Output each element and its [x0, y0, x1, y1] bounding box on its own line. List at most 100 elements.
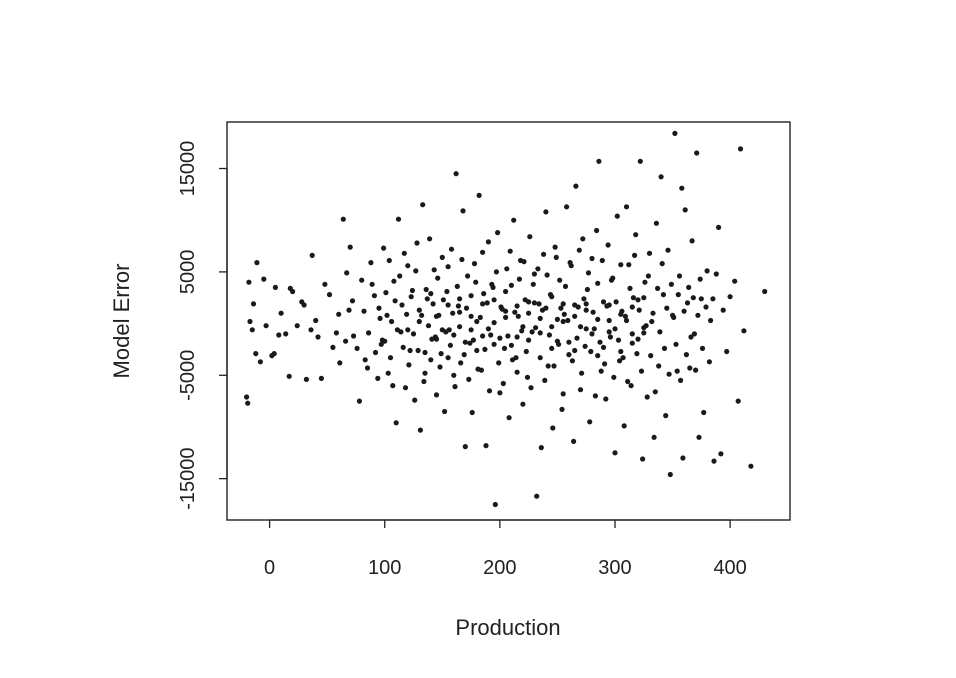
data-point-66	[439, 254, 445, 260]
data-point-342	[451, 332, 457, 338]
data-point-406	[354, 345, 360, 351]
data-point-162	[660, 292, 667, 298]
data-point-339	[433, 336, 440, 342]
data-point-34	[351, 333, 357, 339]
data-point-319	[668, 281, 675, 287]
data-point-16	[283, 331, 289, 337]
data-point-24	[313, 317, 319, 324]
data-point-410	[346, 307, 352, 313]
data-point-53	[412, 397, 418, 403]
data-point-312	[652, 389, 658, 395]
data-point-89	[492, 501, 498, 508]
data-point-104	[527, 234, 533, 240]
data-point-299	[622, 313, 629, 319]
data-point-385	[526, 310, 532, 316]
data-point-373	[629, 340, 635, 346]
data-point-371	[618, 311, 624, 317]
plot-frame	[226, 121, 791, 521]
data-point-25	[315, 334, 321, 340]
data-point-87	[488, 332, 494, 338]
data-point-337	[416, 307, 422, 313]
data-point-179	[698, 296, 704, 302]
data-point-355	[526, 337, 532, 343]
data-point-17	[286, 373, 292, 379]
data-point-81	[474, 318, 480, 325]
data-point-8	[257, 359, 263, 365]
data-point-46	[393, 420, 399, 426]
data-point-322	[675, 292, 681, 298]
data-point-320	[671, 314, 677, 320]
data-point-213	[423, 286, 429, 293]
data-point-180	[701, 409, 707, 416]
data-point-372	[623, 317, 630, 324]
data-point-156	[646, 250, 653, 256]
data-point-115	[552, 244, 558, 250]
data-point-56	[417, 427, 423, 433]
data-point-401	[386, 257, 392, 264]
data-point-241	[489, 281, 495, 287]
data-point-293	[608, 277, 615, 283]
x-tick-label-0: 0	[264, 557, 275, 579]
data-point-91	[497, 390, 503, 396]
data-point-353	[514, 303, 520, 309]
data-point-408	[362, 357, 368, 363]
data-point-123	[571, 438, 577, 444]
data-point-171	[680, 455, 686, 461]
data-point-108	[536, 301, 542, 307]
data-point-405	[349, 298, 356, 304]
data-point-3	[247, 318, 253, 325]
data-point-234	[473, 279, 479, 285]
data-point-318	[666, 371, 672, 377]
data-point-183	[711, 458, 717, 464]
data-point-54	[414, 240, 420, 246]
data-point-370	[612, 326, 618, 332]
data-point-9	[261, 276, 267, 282]
data-point-380	[468, 327, 474, 333]
data-point-343	[457, 296, 463, 302]
data-point-364	[577, 324, 584, 330]
data-point-400	[382, 338, 388, 344]
data-point-6	[253, 351, 259, 357]
data-point-338	[428, 291, 434, 297]
data-point-52	[409, 287, 415, 294]
data-point-106	[531, 271, 538, 277]
data-point-42	[381, 245, 387, 251]
data-point-269	[553, 254, 559, 260]
x-tick-label-2: 200	[483, 557, 516, 579]
data-point-233	[470, 337, 476, 343]
data-point-49	[402, 385, 409, 391]
data-point-301	[627, 285, 633, 291]
data-point-201	[392, 298, 398, 304]
data-point-396	[366, 330, 372, 336]
data-point-309	[645, 273, 652, 279]
data-point-111	[543, 209, 549, 215]
data-points-layer	[244, 130, 768, 508]
data-point-413	[301, 302, 307, 308]
data-point-200	[389, 318, 395, 325]
data-point-243	[493, 269, 499, 275]
data-point-19	[290, 288, 296, 295]
data-point-374	[635, 297, 641, 303]
data-point-138	[605, 242, 611, 248]
data-point-253	[516, 276, 523, 282]
data-point-132	[591, 326, 597, 332]
data-point-279	[576, 247, 582, 253]
data-point-93	[501, 345, 508, 351]
data-point-397	[369, 281, 375, 287]
data-point-282	[583, 326, 589, 332]
data-point-290	[602, 361, 608, 367]
data-point-203	[397, 273, 403, 279]
data-point-214	[425, 323, 432, 329]
data-point-129	[584, 286, 591, 293]
data-point-235	[475, 366, 481, 372]
data-point-306	[638, 368, 645, 374]
data-point-119	[561, 311, 567, 317]
data-point-395	[641, 325, 647, 331]
data-point-228	[459, 256, 465, 263]
data-point-131	[589, 255, 595, 262]
data-point-360	[554, 316, 561, 322]
data-point-229	[461, 352, 467, 358]
data-point-14	[276, 332, 282, 338]
data-point-158	[651, 434, 657, 440]
data-point-62	[431, 267, 437, 273]
